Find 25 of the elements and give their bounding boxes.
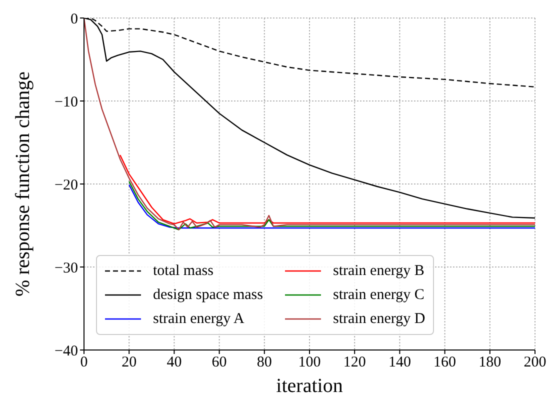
line-series [119,154,535,224]
x-tick-label: 140 [388,354,411,371]
legend-label: strain energy D [332,310,426,328]
x-axis-title: iteration [276,375,343,397]
x-tick-label: 160 [434,354,456,371]
x-tick-label: 180 [478,354,502,371]
x-tick-label: 40 [166,354,182,371]
x-tick-label: 0 [80,354,88,371]
legend-label: strain energy C [332,286,424,304]
y-tick-label: −30 [54,260,78,276]
legend-label: strain energy B [332,262,424,280]
x-tick-label: 60 [212,354,227,371]
x-tick-label: 100 [298,354,321,371]
y-tick-label: −10 [54,94,78,110]
x-tick-label: 200 [524,354,546,371]
x-tick-label: 80 [256,354,272,371]
legend-label: strain energy A [153,310,244,328]
legend-label: design space mass [153,286,263,304]
y-tick-label: 0 [70,11,78,28]
y-tick-label: −40 [54,343,78,360]
x-tick-label: 20 [122,354,137,371]
y-axis-title: % response function change [12,71,34,296]
x-tick-label: 120 [343,354,366,371]
y-tick-label: −20 [54,177,78,194]
legend-label: total mass [153,262,214,280]
